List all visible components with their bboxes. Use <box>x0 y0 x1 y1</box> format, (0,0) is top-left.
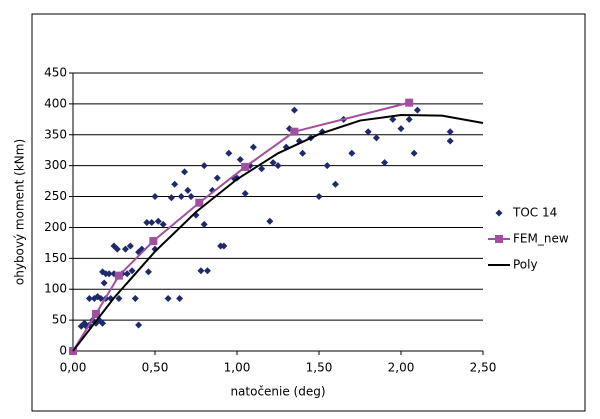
scatter-point <box>128 267 136 275</box>
x-tick-label: 0,00 <box>60 361 87 375</box>
scatter-point <box>184 186 192 194</box>
line-point <box>149 237 158 246</box>
scatter-point <box>177 193 185 201</box>
scatter-point <box>148 219 156 227</box>
scatter-point <box>381 159 389 167</box>
scatter-point <box>167 194 175 202</box>
line-point <box>114 271 123 280</box>
scatter-point <box>225 149 233 157</box>
y-tick-label: 50 <box>52 313 67 327</box>
y-tick-label: 350 <box>44 127 67 141</box>
legend-marker <box>495 235 503 243</box>
scatter-point <box>159 220 167 228</box>
scatter-point <box>290 106 298 114</box>
y-tick-label: 0 <box>59 344 67 358</box>
x-tick-label: 1,50 <box>306 361 333 375</box>
scatter-point <box>220 242 228 250</box>
legend-label: Poly <box>513 258 538 272</box>
scatter-point <box>323 162 331 170</box>
scatter-point <box>176 294 184 302</box>
y-tick-label: 250 <box>44 189 67 203</box>
scatter-point <box>151 193 159 201</box>
scatter-point <box>241 189 249 197</box>
x-tick-label: 2,00 <box>388 361 415 375</box>
scatter-point <box>171 180 179 188</box>
scatter-point <box>97 294 105 302</box>
legend-label: TOC 14 <box>512 206 557 220</box>
line-series <box>72 101 410 352</box>
line-point <box>195 198 204 207</box>
scatter-point <box>99 319 107 327</box>
x-tick-label: 0,50 <box>142 361 169 375</box>
x-tick-label: 1,00 <box>224 361 251 375</box>
y-tick-label: 450 <box>44 66 67 80</box>
line-point <box>290 127 299 136</box>
scatter-point <box>413 106 421 114</box>
scatter-point <box>299 149 307 157</box>
scatter-point <box>181 168 189 176</box>
scatter-point <box>100 279 108 287</box>
scatter-point <box>405 115 413 123</box>
y-tick-label: 100 <box>44 282 67 296</box>
x-axis-label: natočenie (deg) <box>230 385 325 399</box>
line-series <box>72 114 484 352</box>
scatter-point <box>131 294 139 302</box>
scatter-point <box>331 180 339 188</box>
scatter-point <box>446 137 454 145</box>
scatter-point <box>197 267 205 275</box>
scatter-point <box>135 321 143 329</box>
scatter-point <box>269 159 277 167</box>
scatter-point <box>389 115 397 123</box>
scatter-point <box>315 193 323 201</box>
legend-label: FEM_new <box>513 232 569 246</box>
scatter-point <box>105 270 113 278</box>
scatter-point <box>187 193 195 201</box>
scatter-point <box>372 134 380 142</box>
scatter-point <box>266 217 274 225</box>
line-point <box>405 98 414 107</box>
y-tick-label: 300 <box>44 158 67 172</box>
line-point <box>241 162 250 171</box>
scatter-point <box>164 294 172 302</box>
scatter-point <box>203 267 211 275</box>
scatter-point <box>258 165 266 173</box>
scatter-point <box>446 128 454 136</box>
y-tick-label: 400 <box>44 96 67 110</box>
y-axis-label: ohybový moment (kNm) <box>13 139 27 285</box>
scatter-point <box>364 128 372 136</box>
scatter-point <box>154 217 162 225</box>
y-tick-label: 200 <box>44 220 67 234</box>
scatter-point <box>410 149 418 157</box>
scatter-point <box>397 125 405 133</box>
scatter-point <box>123 270 131 278</box>
scatter-point <box>236 155 244 163</box>
scatter-point <box>200 162 208 170</box>
scatter-point <box>213 174 221 182</box>
scatter-point <box>249 143 257 151</box>
scatter-point <box>348 149 356 157</box>
scatter-point <box>126 242 134 250</box>
scatter-point <box>200 220 208 228</box>
scatter-point <box>85 294 93 302</box>
line-point <box>91 309 100 318</box>
scatter-point <box>143 219 151 227</box>
scatter-point <box>121 245 129 253</box>
x-tick-label: 2,50 <box>470 361 497 375</box>
scatter-point <box>274 162 282 170</box>
legend-marker <box>495 209 503 217</box>
scatter-point <box>144 268 152 276</box>
chart-frame <box>31 13 586 412</box>
scatter-point <box>115 294 123 302</box>
y-tick-label: 150 <box>44 251 67 265</box>
scatter-point <box>113 245 121 253</box>
